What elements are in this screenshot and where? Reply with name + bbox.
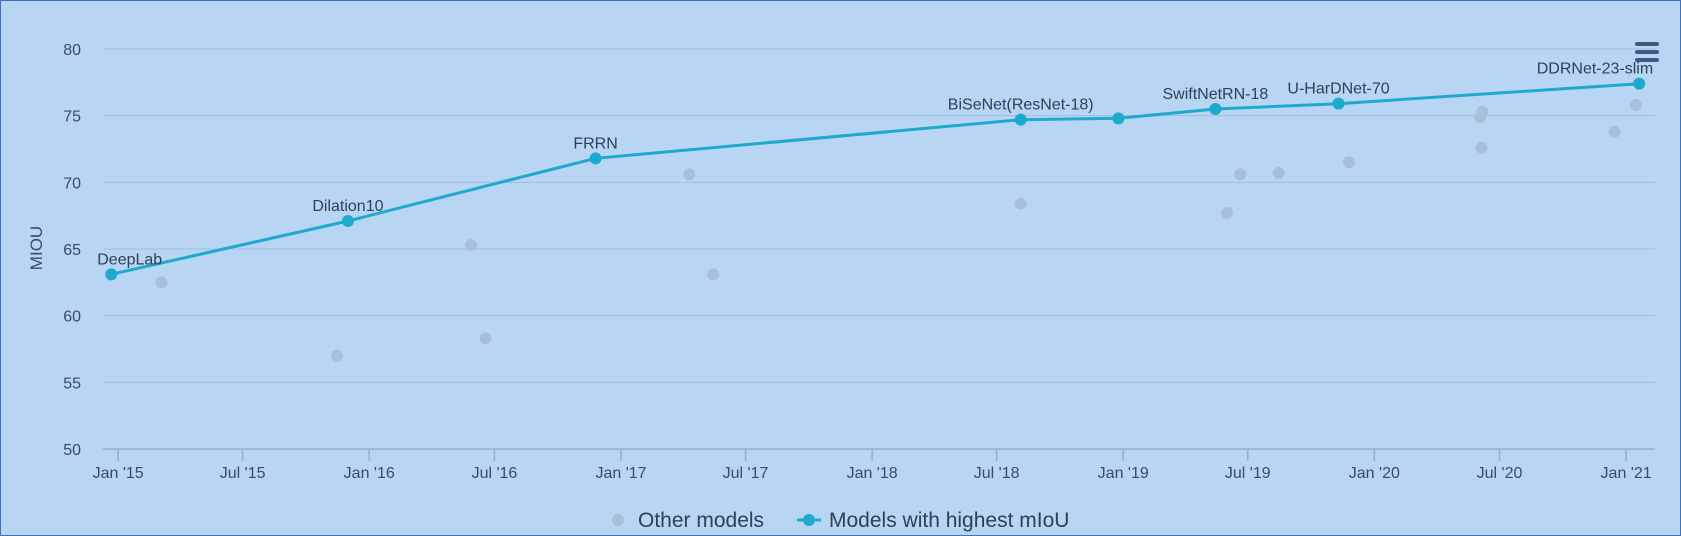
other-model-point [465,239,478,251]
best-model-label: Dilation10 [312,198,383,215]
best-model-point [1332,97,1345,110]
other-model-point [707,268,720,281]
x-tick-label: Jan '19 [1098,465,1149,482]
other-models-series [155,99,1642,362]
best-models-series [105,77,1646,281]
x-tick-label: Jul '16 [472,465,518,482]
best-model-point [1633,77,1646,90]
best-model-point [1014,113,1027,126]
y-tick-label: 55 [63,375,81,392]
other-model-point [1342,156,1355,169]
other-model-point [1476,105,1489,118]
legend-label-other-models: Other models [638,509,764,532]
best-model-point [589,152,602,165]
x-tick-label: Jul '18 [974,465,1020,482]
x-tick-label: Jan '21 [1601,465,1652,482]
other-model-point [1221,207,1234,219]
best-model-label: U-HarDNet-70 [1287,81,1389,98]
point-labels: DeepLab Dilation10 FRRN BiSeNet(ResNet-18) S… [97,61,1653,269]
other-model-point [1272,167,1285,179]
other-model-point [479,332,492,345]
y-tick-label: 60 [63,309,81,326]
best-model-point [341,215,354,227]
y-tick-label: 80 [63,42,81,59]
grid-lines [103,48,1655,383]
x-tick-label: Jul '15 [220,465,266,482]
best-model-point [105,268,118,281]
best-model-label: DDRNet-23-slim [1537,61,1653,78]
best-model-label: SwiftNetRN-18 [1162,86,1268,103]
best-model-label: DeepLab [97,251,162,268]
legend-marker-highest-miou [803,514,815,526]
legend-marker-other-models [612,514,624,526]
menu-icon[interactable] [1634,42,1660,64]
other-model-point [1234,168,1247,181]
x-tick-label: Jan '20 [1349,465,1400,482]
y-tick-label: 50 [63,442,81,459]
other-model-point [1629,99,1642,111]
legend: Other models Models with highest mIoU [612,509,1069,532]
best-model-point [1112,112,1125,125]
x-tick-label: Jul '19 [1225,465,1271,482]
other-model-point [1014,197,1027,210]
other-model-point [330,349,343,362]
y-tick-label: 75 [63,109,81,126]
other-model-point [1475,141,1488,154]
x-tick-label: Jan '16 [344,465,395,482]
x-tick-label: Jul '17 [723,465,769,482]
legend-item-other-models[interactable]: Other models [612,509,764,532]
best-model-line [110,82,1640,276]
other-model-point [1608,125,1621,138]
legend-item-highest-miou[interactable]: Models with highest mIoU [797,509,1069,532]
other-model-point [155,276,168,289]
y-axis-label: MIOU [27,226,46,270]
x-tick-label: Jan '18 [847,465,898,482]
legend-label-highest-miou: Models with highest mIoU [829,509,1069,532]
x-tick-label: Jan '17 [595,465,646,482]
x-axis: Jan '15 Jul '15 Jan '16 Jul '16 Jan '17 Jul '… [93,448,1655,482]
x-tick-label: Jul '20 [1477,465,1523,482]
best-model-point [1209,103,1222,115]
best-model-label: BiSeNet(ResNet-18) [948,97,1094,114]
y-tick-label: 70 [63,175,81,192]
x-tick-label: Jan '15 [93,465,144,482]
best-model-label: FRRN [573,135,617,152]
y-tick-label: 65 [63,242,81,259]
y-axis: 50 55 60 65 70 75 80 [63,42,81,459]
other-model-point [683,168,696,181]
